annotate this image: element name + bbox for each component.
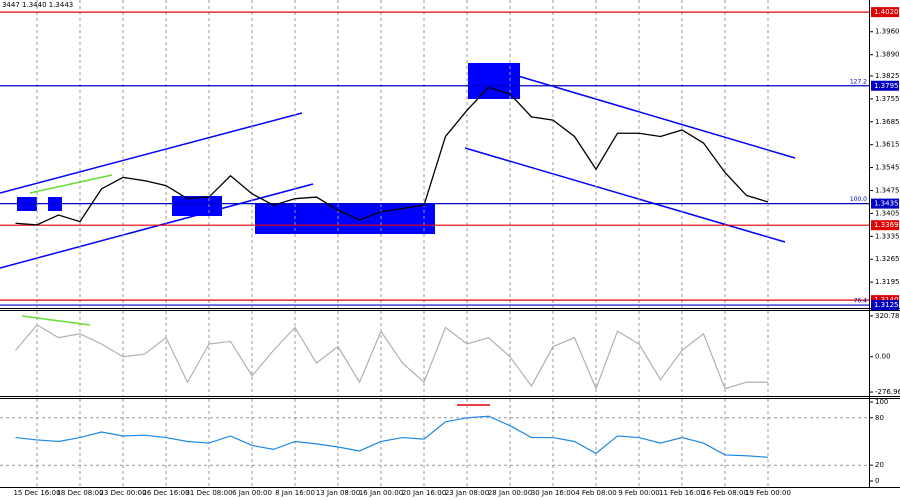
x-tick-label: 20 Jan 16:00 <box>402 489 446 497</box>
zone-box <box>172 196 222 216</box>
y-tick-label: 320.7896 <box>875 312 900 320</box>
level-label: 1.3435 <box>874 200 899 208</box>
zone-box <box>468 63 520 99</box>
channel-line <box>517 75 796 159</box>
x-tick-label: 9 Feb 00:00 <box>618 489 659 497</box>
y-tick-label: 1.3825 <box>875 72 900 80</box>
x-tick-label: 13 Jan 08:00 <box>316 489 360 497</box>
y-tick-label: 1.3890 <box>875 51 900 59</box>
y-tick-label: 0 <box>875 477 879 485</box>
x-tick-label: 16 Feb 08:00 <box>702 489 748 497</box>
y-tick-label: 1.3405 <box>875 209 900 217</box>
x-tick-label: 23 Dec 00:00 <box>99 489 146 497</box>
x-tick-label: 26 Dec 16:00 <box>142 489 189 497</box>
y-tick-label: 1.3265 <box>875 255 900 263</box>
level-label: 1.3795 <box>874 82 899 90</box>
x-tick-label: 30 Jan 16:00 <box>531 489 575 497</box>
y-tick-label: -276.960 <box>875 388 900 396</box>
y-tick-label: 1.3755 <box>875 95 900 103</box>
y-tick-label: 1.3960 <box>875 28 900 36</box>
x-tick-label: 15 Dec 16:00 <box>13 489 60 497</box>
level-label: 1.3125 <box>874 301 899 309</box>
level-label-box <box>871 220 899 231</box>
level-label: 1.3369 <box>874 221 899 229</box>
level-annotation: 127.2 <box>850 78 867 85</box>
y-tick-label: 1.3545 <box>875 164 900 172</box>
y-tick-label: 1.3685 <box>875 118 900 126</box>
divergence-line <box>29 174 113 194</box>
level-annotation: 100.0 <box>850 196 867 203</box>
x-tick-label: 31 Dec 08:00 <box>185 489 232 497</box>
channel-line <box>464 147 786 243</box>
series-line <box>15 86 769 226</box>
series-line <box>15 324 768 391</box>
x-tick-label: 18 Dec 08:00 <box>56 489 103 497</box>
y-tick-label: 1.3335 <box>875 232 900 240</box>
y-tick-label: 100 <box>875 398 888 406</box>
x-tick-label: 19 Feb 00:00 <box>745 489 791 497</box>
series-line <box>15 415 769 458</box>
x-tick-label: 28 Jan 00:00 <box>488 489 532 497</box>
level-label-box <box>871 80 899 91</box>
level-label: 1.4020 <box>874 8 899 16</box>
y-tick-label: 1.3615 <box>875 141 900 149</box>
y-tick-label: 20 <box>875 461 884 469</box>
level-label-box <box>871 198 899 209</box>
y-tick-label: 80 <box>875 414 884 422</box>
y-tick-label: 1.3475 <box>875 186 900 194</box>
divergence-line <box>21 315 91 326</box>
x-tick-label: 16 Jan 00:00 <box>359 489 403 497</box>
x-tick-label: 11 Feb 16:00 <box>659 489 705 497</box>
level-label-box <box>871 7 899 18</box>
header: 3447 1.3440 1.3443 <box>2 1 73 9</box>
x-tick-label: 23 Jan 08:00 <box>445 489 489 497</box>
y-tick-label: 0.00 <box>875 353 891 361</box>
x-tick-label: 4 Feb 08:00 <box>575 489 616 497</box>
y-tick-label: 1.3195 <box>875 278 900 286</box>
level-label-box <box>871 300 899 311</box>
x-tick-label: 6 Jan 00:00 <box>232 489 272 497</box>
x-tick-label: 8 Jan 16:00 <box>275 489 315 497</box>
level-annotation: 76.4 <box>854 298 868 305</box>
